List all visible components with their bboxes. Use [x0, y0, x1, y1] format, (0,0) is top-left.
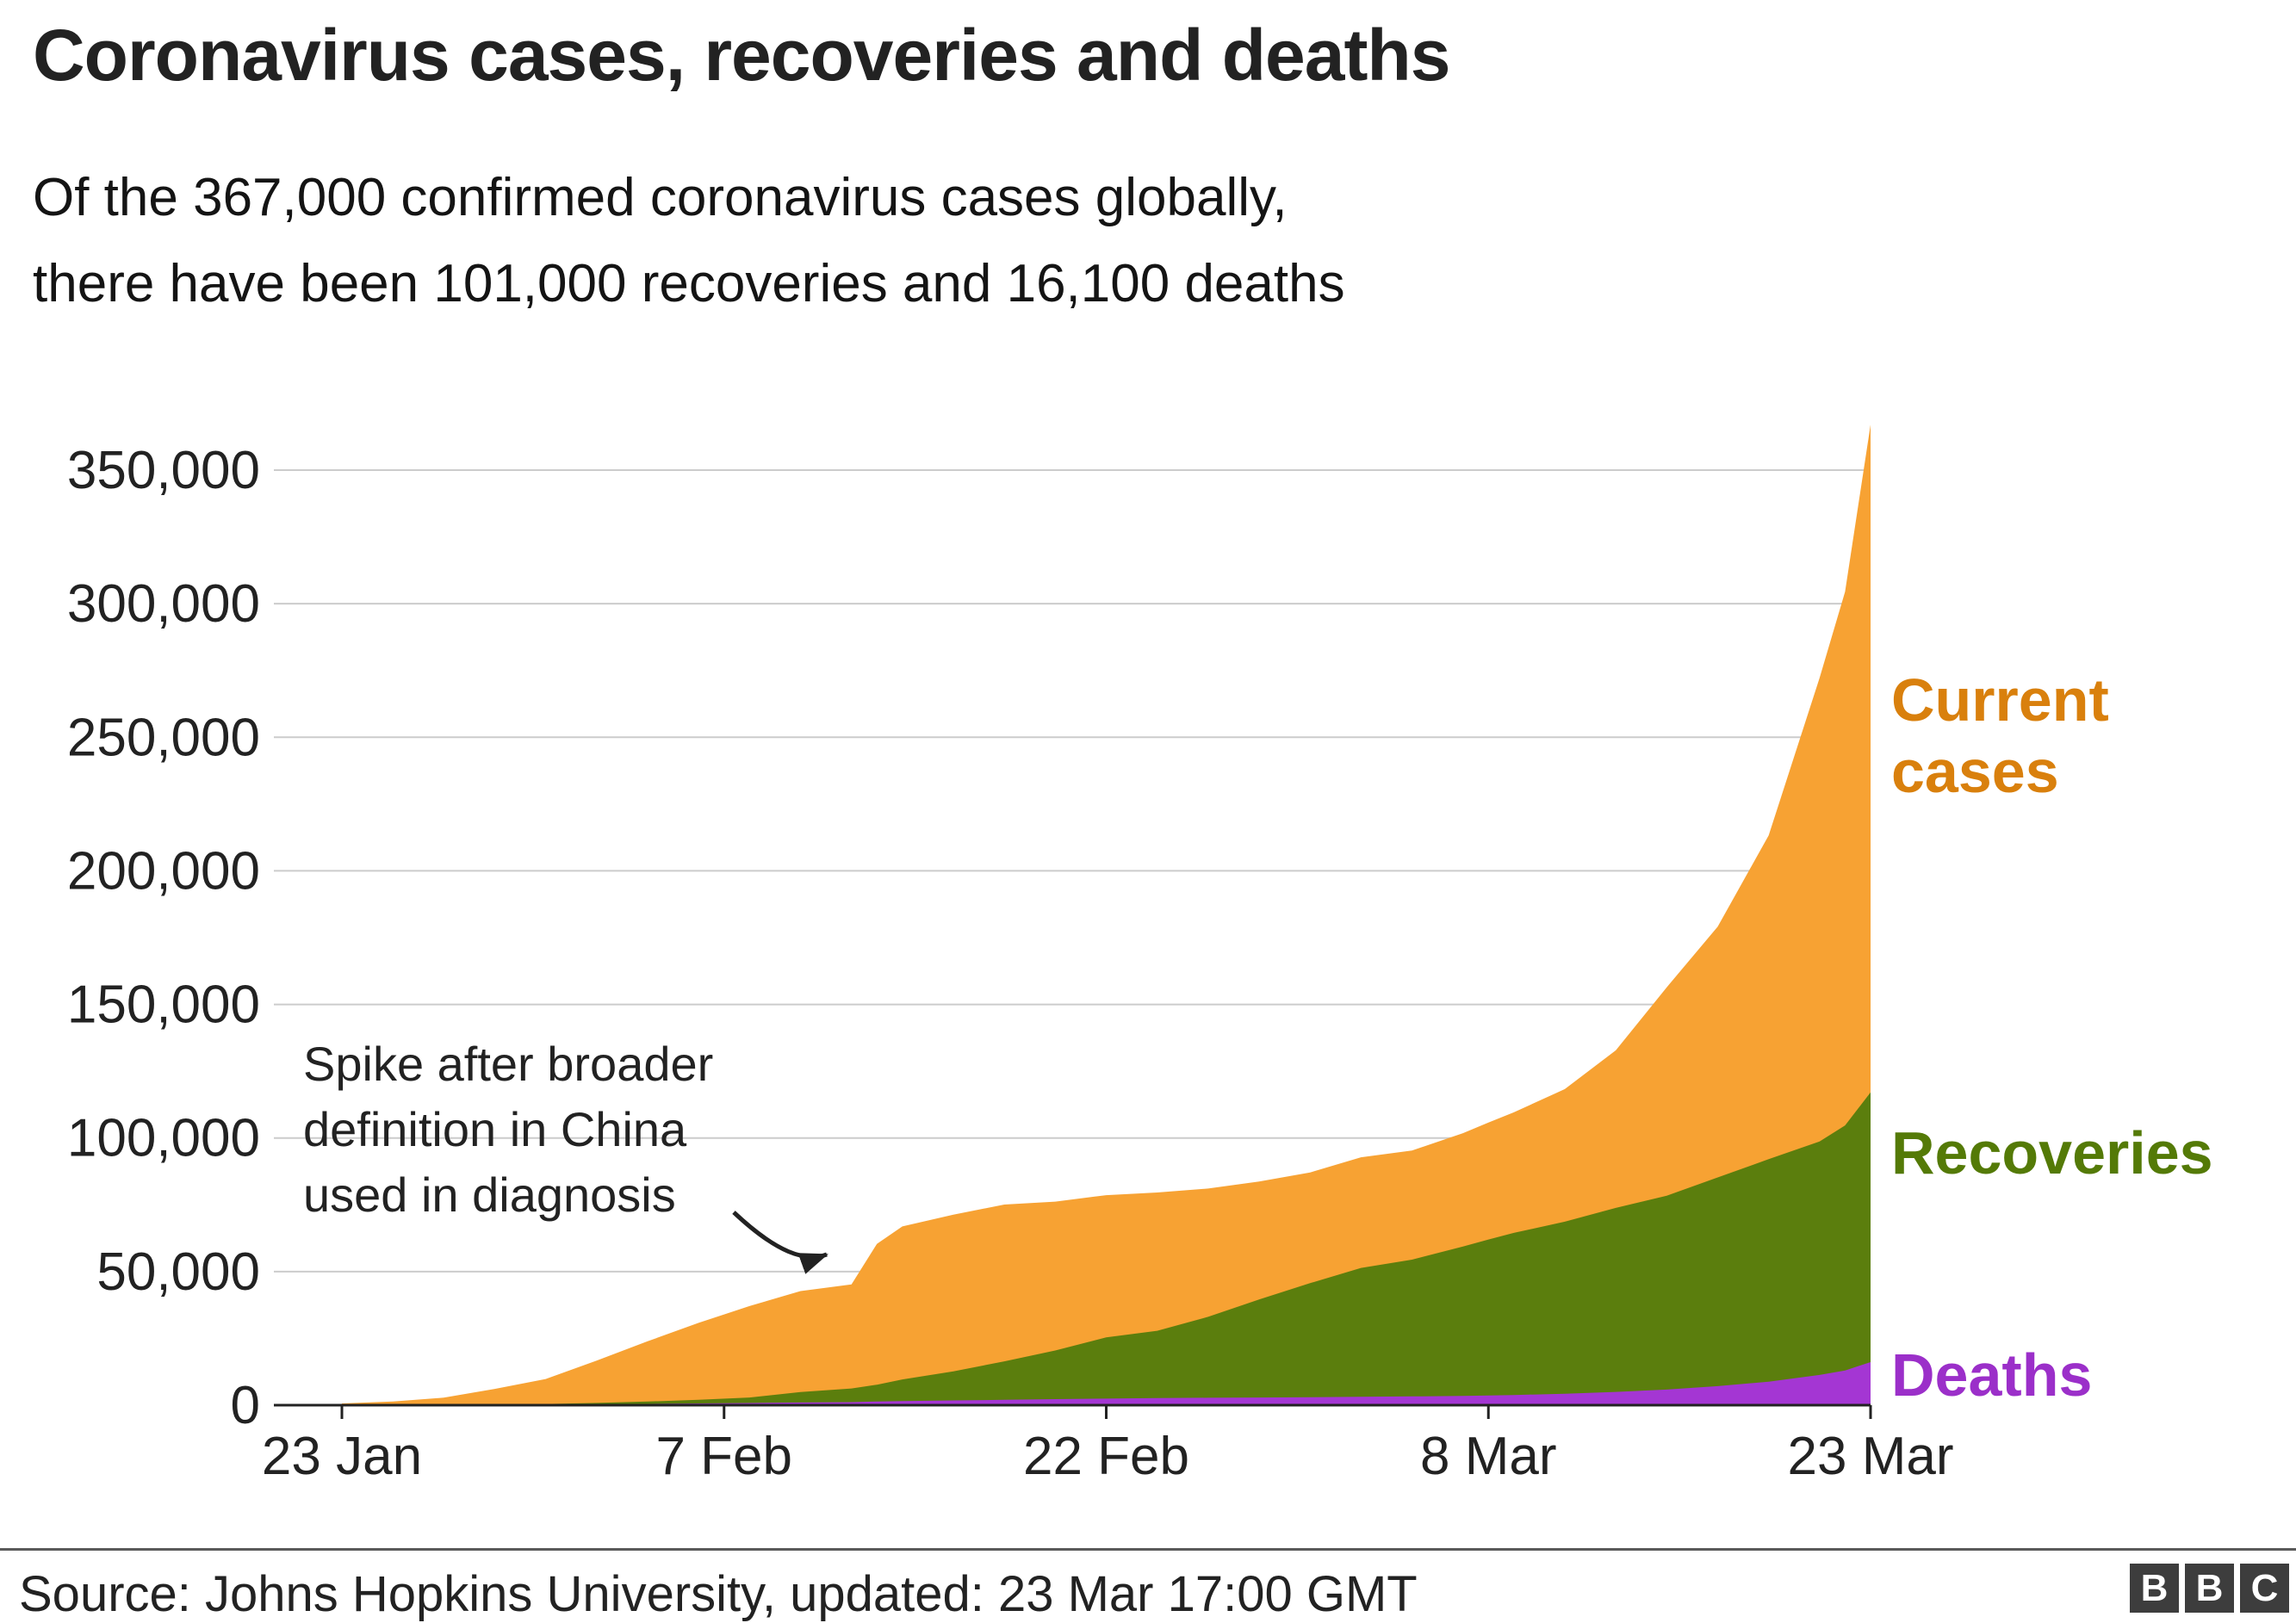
y-tick-label: 350,000	[67, 441, 260, 500]
y-tick-label: 300,000	[67, 574, 260, 634]
chart-annotation: Spike after broader definition in China …	[303, 1031, 713, 1228]
legend-deaths: Deaths	[1891, 1341, 2093, 1409]
area-recoveries	[342, 1092, 1871, 1405]
annotation-arrow	[732, 1211, 828, 1274]
bbc-logo-letter-b2: B	[2185, 1564, 2234, 1613]
chart-subtitle-line2: there have been 101,000 recoveries and 1…	[33, 254, 1345, 314]
chart-title: Coronavirus cases, recoveries and deaths	[33, 15, 1450, 96]
annotation-line3: used in diagnosis	[303, 1168, 676, 1223]
legend-recoveries: Recoveries	[1891, 1119, 2213, 1186]
y-tick-label: 100,000	[67, 1109, 260, 1168]
area-deaths	[342, 1362, 1871, 1405]
x-tick-label: 22 Feb	[1023, 1427, 1189, 1486]
x-tick-label: 8 Mar	[1420, 1427, 1556, 1486]
annotation-line2: definition in China	[303, 1102, 687, 1157]
y-tick-label: 0	[231, 1376, 260, 1435]
bbc-logo-letter-c: C	[2240, 1564, 2289, 1613]
bbc-logo-letter-b1: B	[2130, 1564, 2179, 1613]
source-attribution: Source: Johns Hopkins University, update…	[19, 1566, 1418, 1622]
y-tick-label: 150,000	[67, 976, 260, 1035]
legend-current-cases: Current cases	[1891, 665, 2109, 807]
legend-current-cases-line1: Current	[1891, 666, 2109, 734]
y-tick-label: 50,000	[96, 1242, 260, 1302]
footer-divider	[0, 1548, 2296, 1551]
chart-subtitle: Of the 367,000 confirmed coronavirus cas…	[33, 155, 1345, 328]
bbc-logo: B B C	[2130, 1564, 2289, 1613]
x-tick-label: 23 Mar	[1788, 1427, 1954, 1486]
chart-subtitle-line1: Of the 367,000 confirmed coronavirus cas…	[33, 168, 1288, 227]
legend-current-cases-line2: cases	[1891, 737, 2059, 805]
annotation-line1: Spike after broader	[303, 1037, 714, 1091]
y-tick-label: 250,000	[67, 708, 260, 767]
x-tick-label: 7 Feb	[655, 1427, 792, 1486]
area-current-cases	[342, 424, 1871, 1405]
x-tick-label: 23 Jan	[262, 1427, 422, 1486]
y-tick-label: 200,000	[67, 841, 260, 901]
